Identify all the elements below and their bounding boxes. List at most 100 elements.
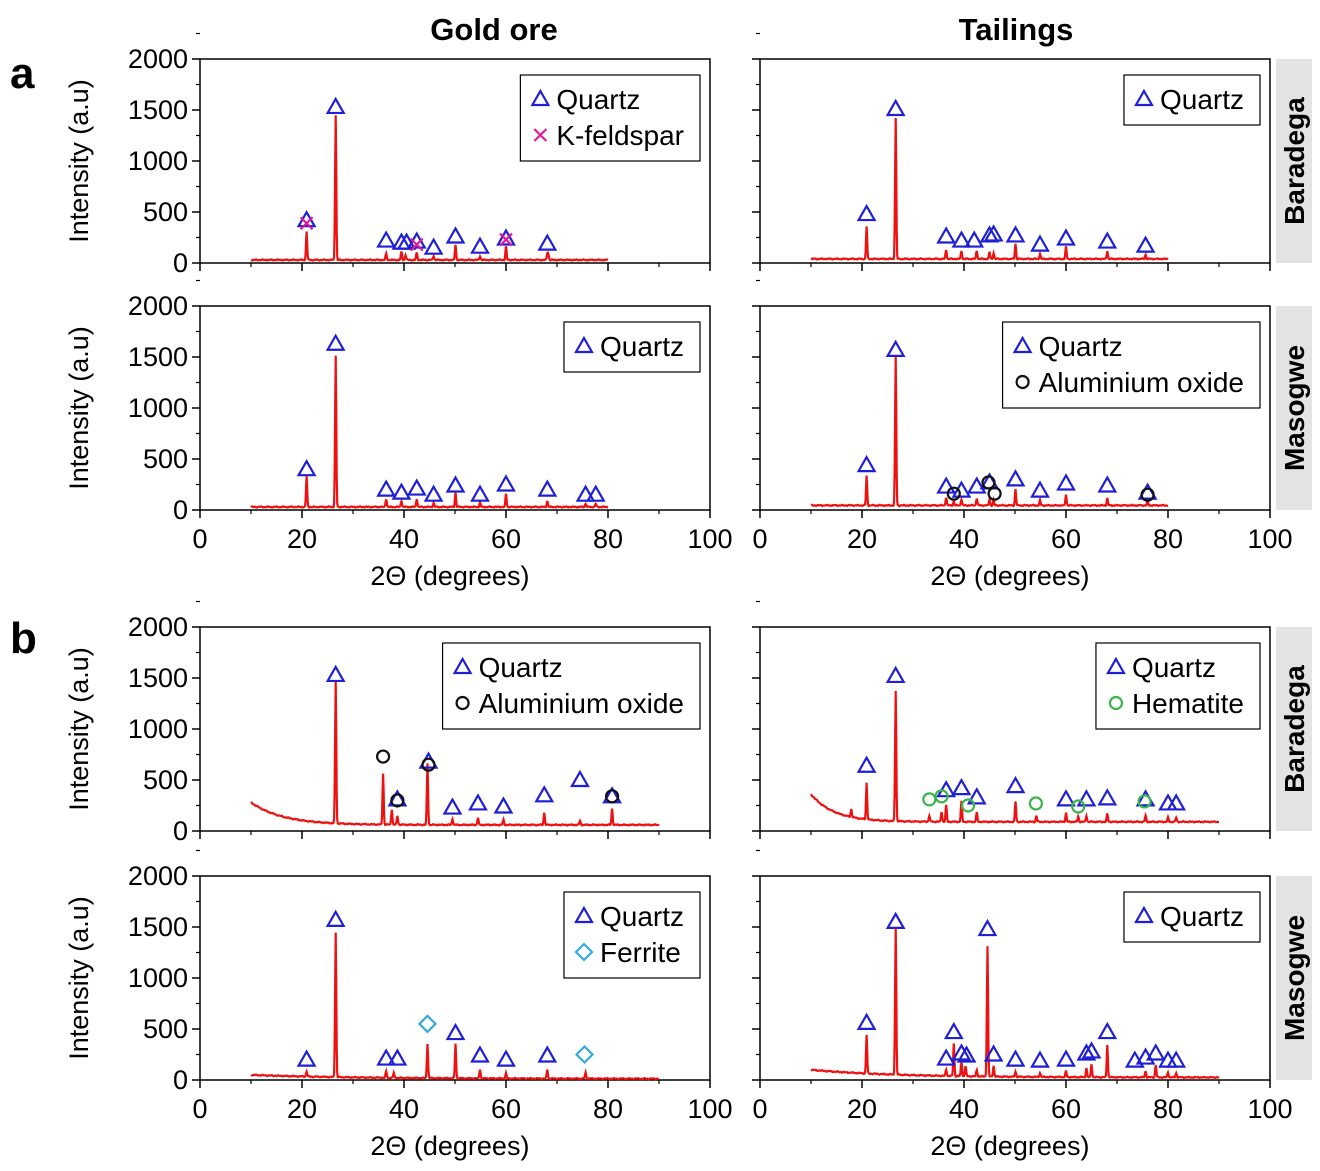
quartz-marker — [1097, 788, 1118, 806]
aluminium-oxide-marker-group — [946, 475, 1155, 502]
panel-a-gold-ore-masogwe: 0 500 1000 1500 2000 Intensity (a.u) 0 20 40 60 80… — [64, 279, 733, 591]
k-feldspar-marker — [533, 128, 548, 142]
row-label-a-masogwe: Masogwe — [1276, 306, 1312, 510]
quartz-marker — [325, 664, 346, 683]
legend: Quartz Aluminium oxide — [441, 642, 701, 730]
quartz-marker — [406, 478, 427, 496]
panel-a-gold-ore-baradega: 0 500 1000 1500 2000 Intensity (a.u) Quartz K-f… — [64, 32, 711, 278]
section-letter-a: a — [10, 49, 35, 98]
quartz-marker — [325, 909, 346, 927]
quartz-marker — [537, 479, 558, 497]
x-tick-label: 100 — [1247, 524, 1292, 554]
hematite-marker — [1071, 799, 1086, 814]
section-letter-b: b — [10, 614, 37, 663]
aluminium-oxide-marker — [946, 486, 961, 501]
row-label-text: Baradega — [1279, 665, 1310, 793]
quartz-marker — [936, 779, 957, 798]
quartz-marker-group — [325, 664, 622, 815]
k-feldspar-marker — [299, 216, 314, 230]
quartz-marker — [442, 797, 463, 815]
aluminium-oxide-marker — [987, 486, 1002, 501]
legend-box — [1123, 74, 1261, 126]
aluminium-oxide-marker — [390, 793, 405, 808]
quartz-marker-group — [856, 98, 1156, 253]
quartz-marker — [496, 474, 516, 492]
quartz-marker — [1076, 789, 1097, 807]
xrd-pattern-line — [250, 355, 609, 509]
legend: Quartz Ferrite — [563, 891, 701, 979]
y-tick-label: 1000 — [128, 146, 188, 176]
ferrite-marker — [417, 1014, 438, 1034]
quartz-marker — [885, 911, 906, 929]
y-tick-label: 2000 — [128, 861, 188, 891]
legend-label: Hematite — [1132, 688, 1244, 719]
hematite-marker — [960, 798, 976, 813]
k-feldspar-marker — [499, 232, 513, 247]
quartz-marker — [376, 230, 397, 248]
quartz-marker — [1145, 1043, 1166, 1061]
y-tick-label: 2000 — [128, 291, 188, 321]
x-tick-label: 20 — [847, 1094, 877, 1124]
quartz-marker — [1166, 1050, 1187, 1068]
quartz-marker — [396, 232, 417, 250]
ferrite-marker-group — [417, 1014, 595, 1065]
quartz-marker-group — [856, 911, 1187, 1068]
quartz-marker — [856, 1012, 877, 1030]
legend-box — [441, 642, 701, 730]
hematite-marker — [1108, 695, 1124, 711]
x-tick-label: 20 — [847, 524, 877, 554]
aluminium-oxide-marker — [1140, 487, 1155, 502]
hematite-marker — [934, 789, 949, 804]
y-tick-label: 1000 — [128, 714, 188, 744]
y-tick-label: 0 — [173, 816, 188, 846]
aluminium-oxide-marker — [421, 757, 436, 772]
legend-box — [1123, 891, 1261, 943]
legend-label: Quartz — [556, 84, 640, 115]
quartz-marker — [1097, 231, 1118, 249]
panel-b-tailings-baradega: Quartz Hematite — [752, 600, 1271, 839]
x-tick-label: 80 — [593, 1094, 623, 1124]
legend-label: Quartz — [1160, 901, 1244, 932]
column-title-tailings: Tailings — [959, 12, 1074, 47]
y-tick-label: 1500 — [128, 912, 188, 942]
quartz-marker — [1134, 905, 1154, 924]
ferrite-marker — [574, 1044, 595, 1065]
k-feldspar-marker-group — [299, 216, 513, 252]
x-tick-label: 40 — [389, 1094, 419, 1124]
x-tick-label: 60 — [491, 524, 521, 554]
legend: Quartz K-feldspar — [519, 74, 701, 162]
row-label-text: Baradega — [1279, 97, 1310, 225]
panel-a-tailings-masogwe: 0 20 40 60 80 100 2Θ (degrees) Quartz Aluminium … — [752, 279, 1293, 591]
legend-box — [563, 891, 701, 979]
quartz-marker — [376, 1048, 397, 1066]
quartz-marker — [1081, 1041, 1102, 1059]
quartz-marker — [956, 1045, 977, 1063]
quartz-marker — [943, 1021, 964, 1040]
y-tick-label: 1500 — [128, 95, 188, 125]
quartz-marker — [885, 665, 906, 684]
xrd-pattern-line — [810, 690, 1219, 824]
legend-label: K-feldspar — [556, 120, 684, 151]
quartz-marker — [936, 226, 957, 244]
quartz-marker — [936, 476, 957, 494]
legend-label: Quartz — [479, 652, 563, 683]
quartz-marker — [1005, 225, 1026, 243]
quartz-marker — [1056, 228, 1076, 246]
x-axis-label: 2Θ (degrees) — [930, 561, 1089, 591]
y-tick-label: 500 — [143, 444, 188, 474]
x-tick-label: 100 — [1247, 1094, 1292, 1124]
aluminium-oxide-marker — [1015, 374, 1030, 390]
quartz-marker — [325, 333, 346, 351]
panel-a-tailings-baradega: Quartz — [752, 32, 1271, 271]
x-tick-label: 60 — [1051, 1094, 1081, 1124]
quartz-marker — [423, 237, 444, 255]
quartz-marker — [1056, 473, 1076, 491]
y-tick-label: 1000 — [128, 393, 188, 423]
xrd-pattern-line — [250, 680, 660, 827]
quartz-marker — [570, 769, 590, 788]
x-tick-label: 80 — [593, 524, 623, 554]
ferrite-marker — [574, 942, 594, 962]
quartz-marker — [951, 777, 972, 796]
